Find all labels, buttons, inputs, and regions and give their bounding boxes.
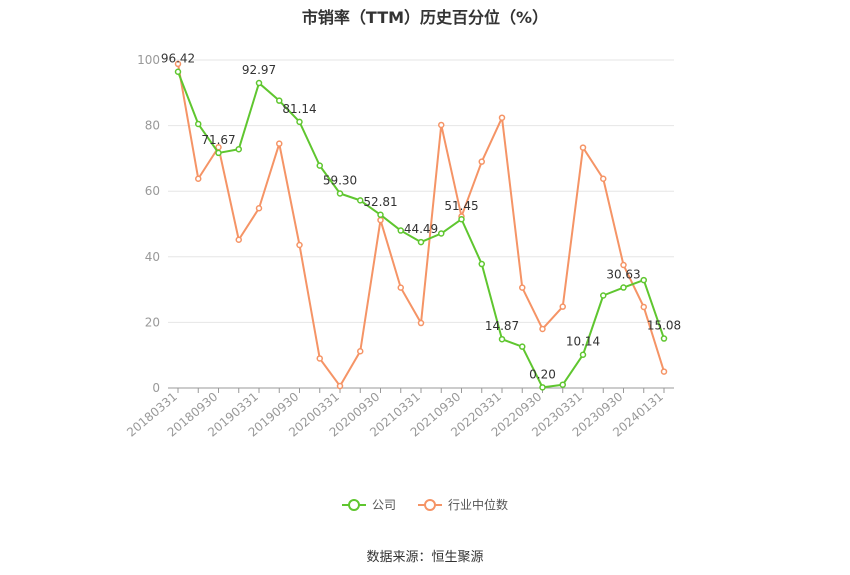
data-point-company [620, 284, 627, 291]
data-point-company [296, 118, 303, 126]
data-point-company [316, 162, 323, 169]
data-point-industry [397, 284, 404, 291]
data-point-industry [498, 114, 506, 121]
data-point-company [357, 197, 364, 204]
legend-label-company: 公司 [371, 498, 396, 512]
data-label-company: 0.20 [529, 367, 556, 381]
legend-item-industry[interactable]: 行业中位数 [418, 496, 508, 513]
data-point-company [235, 145, 242, 153]
legend-item-company[interactable]: 公司 [341, 496, 396, 513]
data-label-company: 15.08 [647, 319, 681, 333]
data-point-company [579, 351, 587, 358]
data-point-industry [600, 175, 607, 182]
data-point-company [498, 335, 506, 343]
data-point-company [539, 384, 546, 391]
data-source-note: 数据来源：恒生聚源 [366, 550, 484, 565]
y-tick-label: 60 [145, 184, 160, 198]
data-label-company: 59.30 [323, 173, 357, 187]
y-tick-label: 100 [137, 53, 160, 67]
axes: 0204060801002018033120180930201903312019… [124, 53, 674, 440]
legend-swatch-industry [418, 498, 442, 511]
data-point-company [438, 230, 445, 237]
data-label-company: 51.45 [444, 199, 478, 213]
data-point-company [255, 79, 263, 87]
data-point-industry [559, 303, 566, 310]
legend-swatch-company [341, 498, 366, 511]
data-point-company [458, 215, 465, 223]
data-point-industry [357, 348, 364, 355]
data-point-company [640, 276, 647, 284]
data-point-company [195, 120, 202, 128]
data-label-company: 92.97 [242, 63, 276, 77]
data-point-industry [255, 205, 263, 212]
data-point-company [276, 97, 283, 104]
data-label-company: 81.14 [282, 102, 316, 116]
data-label-company: 14.87 [485, 319, 519, 333]
data-point-company [417, 238, 425, 246]
y-tick-label: 0 [152, 381, 160, 395]
legend: 公司 行业中位数 [0, 496, 850, 513]
data-point-industry [519, 284, 526, 291]
data-point-industry [438, 121, 445, 129]
data-point-company [600, 292, 607, 299]
data-point-industry [620, 261, 627, 269]
data-point-industry [539, 325, 546, 333]
y-tick-label: 40 [145, 250, 160, 264]
data-label-company: 52.81 [363, 195, 397, 209]
data-point-industry [316, 355, 323, 362]
data-point-company [336, 190, 344, 197]
data-point-industry [235, 236, 242, 243]
data-point-industry [660, 368, 668, 375]
data-label-company: 10.14 [566, 335, 600, 349]
data-point-industry [195, 175, 202, 182]
data-label-company: 44.49 [404, 222, 438, 236]
data-point-company [478, 260, 485, 268]
data-point-company [174, 68, 182, 75]
legend-label-industry: 行业中位数 [448, 498, 509, 512]
grid-lines [168, 59, 674, 323]
data-point-company [559, 381, 566, 388]
data-point-industry [336, 382, 344, 390]
data-point-industry [640, 303, 647, 311]
y-tick-label: 20 [145, 315, 160, 329]
series-lines [174, 60, 668, 391]
data-point-company [660, 335, 668, 342]
data-point-company [377, 211, 384, 219]
data-label-company: 71.67 [201, 133, 235, 147]
data-point-industry [174, 60, 182, 68]
data-point-industry [579, 144, 587, 151]
chart-title: 市销率（TTM）历史百分位（%） [301, 8, 549, 27]
data-point-company [519, 343, 526, 350]
data-point-company [397, 227, 404, 234]
data-point-industry [296, 241, 303, 249]
data-labels: 96.42 71.67 92.97 81.14 59.30 52.81 44.49 51.45… [161, 52, 681, 382]
data-point-company [215, 149, 222, 157]
data-point-industry [276, 140, 283, 147]
data-label-company: 96.42 [161, 52, 195, 66]
data-point-industry [417, 319, 425, 327]
data-point-industry [377, 216, 384, 224]
y-tick-label: 80 [145, 119, 160, 133]
data-point-industry [478, 158, 485, 165]
data-label-company: 30.63 [606, 268, 640, 282]
